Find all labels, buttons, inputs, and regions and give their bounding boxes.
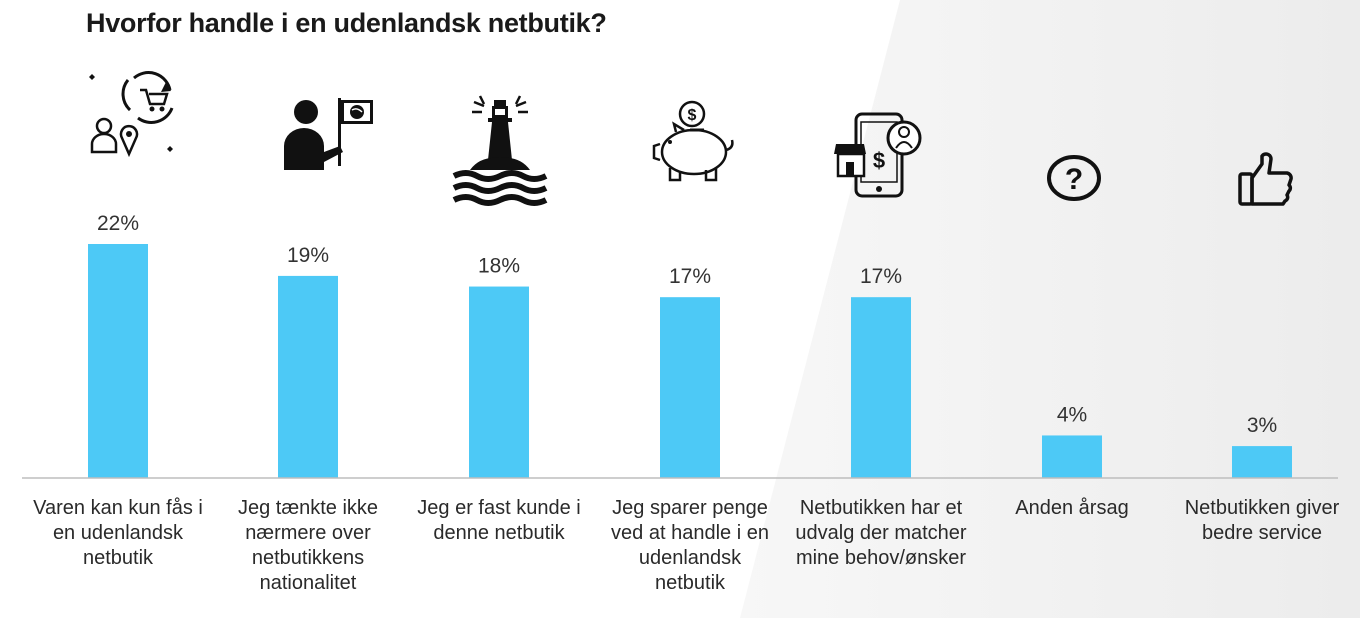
value-label-7: 3% bbox=[1247, 414, 1277, 437]
bar-5 bbox=[851, 297, 911, 478]
value-label-3: 18% bbox=[478, 255, 520, 278]
category-label-line: udenlandsk bbox=[639, 547, 742, 569]
thumbs-up-icon bbox=[1236, 152, 1296, 208]
person-flag-globe-icon bbox=[280, 96, 376, 172]
category-label-line: bedre service bbox=[1202, 522, 1322, 544]
bar-4 bbox=[660, 297, 720, 478]
category-label-line: denne netbutik bbox=[433, 522, 565, 544]
category-label-line: Varen kan kun fås i bbox=[33, 497, 203, 519]
category-label-7: Netbutikken giver bedre service bbox=[1185, 497, 1340, 544]
category-label-line: netbutik bbox=[83, 547, 154, 569]
value-label-4: 17% bbox=[669, 265, 711, 288]
category-label-line: netbutik bbox=[655, 572, 726, 594]
category-label-line: en udenlandsk bbox=[53, 522, 184, 544]
category-label-line: Jeg sparer penge bbox=[612, 497, 768, 519]
svg-text:?: ? bbox=[1065, 163, 1083, 196]
chart-title: Hvorfor handle i en udenlandsk netbutik? bbox=[86, 8, 607, 38]
category-label-line: nationalitet bbox=[260, 572, 357, 594]
lighthouse-waves-icon bbox=[450, 94, 550, 206]
category-label-4: Jeg sparer penge ved at handle i en udenla… bbox=[611, 497, 769, 594]
bar-7 bbox=[1232, 446, 1292, 478]
bar-6 bbox=[1042, 435, 1102, 478]
category-label-line: Anden årsag bbox=[1015, 497, 1128, 519]
category-label-line: Netbutikken giver bbox=[1185, 497, 1340, 519]
category-label-line: mine behov/ønsker bbox=[796, 547, 966, 569]
category-label-line: Netbutikken har et bbox=[800, 497, 963, 519]
category-label-line: ved at handle i en bbox=[611, 522, 769, 544]
piggy-bank-dollar-icon: $ bbox=[646, 100, 736, 186]
category-label-5: Netbutikken har et udvalg der matcher mine… bbox=[795, 497, 967, 569]
bar-3 bbox=[469, 286, 529, 478]
category-label-line: nærmere over bbox=[245, 522, 371, 544]
value-label-2: 19% bbox=[287, 244, 329, 267]
svg-text:$: $ bbox=[873, 148, 885, 173]
cart-cycle-location-icon bbox=[84, 68, 184, 164]
value-label-6: 4% bbox=[1057, 403, 1087, 426]
category-label-line: Jeg tænkte ikke bbox=[238, 497, 378, 519]
category-label-line: udvalg der matcher bbox=[795, 522, 967, 544]
bar-2 bbox=[278, 275, 338, 478]
category-label-line: Jeg er fast kunde i bbox=[417, 497, 580, 519]
bar-1 bbox=[88, 244, 148, 478]
category-label-6: Anden årsag bbox=[1015, 497, 1128, 519]
phone-shop-dollar-icon: $ bbox=[834, 110, 924, 200]
svg-text:$: $ bbox=[688, 107, 697, 124]
category-label-line: netbutikkens bbox=[252, 547, 364, 569]
value-label-5: 17% bbox=[860, 265, 902, 288]
category-label-1: Varen kan kun fås i en udenlandsk netbutik bbox=[33, 497, 203, 569]
value-label-1: 22% bbox=[97, 212, 139, 235]
category-label-2: Jeg tænkte ikke nærmere over netbutikkens n… bbox=[238, 497, 378, 594]
category-label-3: Jeg er fast kunde i denne netbutik bbox=[417, 497, 580, 544]
question-circle-icon: ? bbox=[1044, 152, 1104, 204]
